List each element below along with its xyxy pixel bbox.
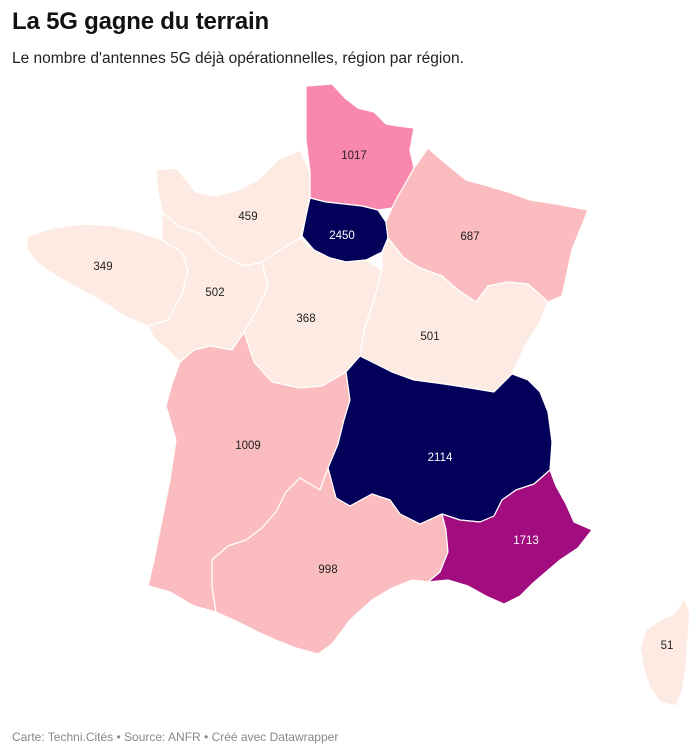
value-label-bourgogne-franche-comte: 501 (420, 331, 439, 343)
value-label-bretagne: 349 (93, 261, 112, 273)
chart-subtitle: Le nombre d'antennes 5G déjà opérationne… (12, 50, 464, 67)
region-value-labels: 1017 459 2450 687 349 502 368 501 1009 2… (93, 150, 673, 652)
value-label-grand-est: 687 (460, 231, 479, 243)
region-corse[interactable] (639, 597, 691, 707)
region-provence-alpes-cote-d-azur[interactable] (427, 469, 593, 605)
value-label-ile-de-france: 2450 (329, 230, 355, 242)
region-bourgogne-franche-comte[interactable] (359, 237, 549, 393)
chart-title: La 5G gagne du terrain (12, 8, 269, 35)
value-label-nouvelle-aquitaine: 1009 (235, 440, 261, 452)
region-hauts-de-france[interactable] (305, 83, 415, 211)
value-label-hauts-de-france: 1017 (341, 150, 367, 162)
value-label-provence-alpes-cote-d-azur: 1713 (513, 535, 539, 547)
value-label-pays-de-la-loire: 502 (205, 287, 224, 299)
value-label-occitanie: 998 (318, 564, 337, 576)
chart-footer-credits: Carte: Techni.Cités • Source: ANFR • Cré… (12, 730, 339, 744)
value-label-corse: 51 (661, 640, 674, 652)
value-label-centre-val-de-loire: 368 (296, 313, 315, 325)
value-label-auvergne-rhone-alpes: 2114 (428, 452, 453, 464)
value-label-normandie: 459 (238, 211, 257, 223)
